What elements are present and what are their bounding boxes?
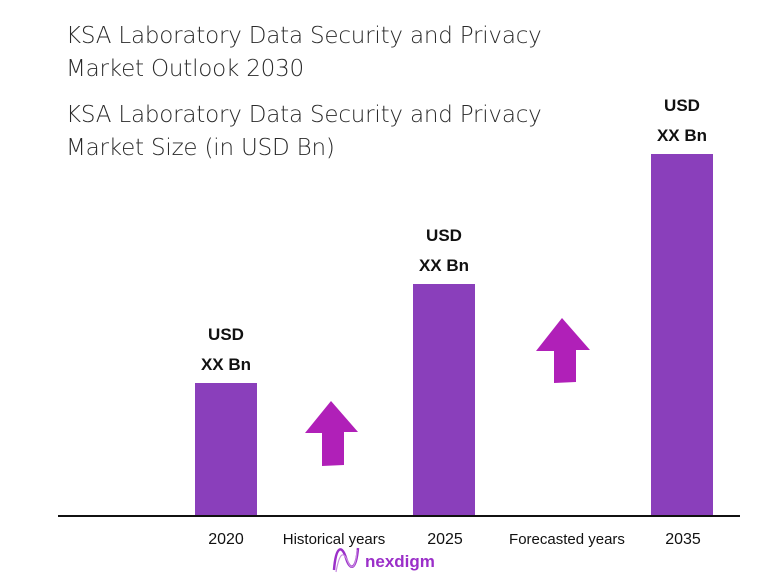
nexdigm-logo: nexdigm	[332, 547, 435, 573]
arrow-up-icon	[305, 401, 358, 466]
bar-2020	[195, 383, 257, 515]
chart-title: KSA Laboratory Data Security and Privacy…	[66, 23, 542, 82]
arrow-up-icon	[536, 318, 590, 383]
forecasted-years-label: Forecasted years	[509, 531, 625, 548]
x-tick-label: 2025	[427, 531, 463, 548]
x-tick-label: 2020	[208, 531, 244, 548]
data-label: USD	[208, 325, 244, 344]
data-label: USD	[426, 226, 462, 245]
bar-2035	[651, 154, 713, 515]
historical-years-label: Historical years	[283, 531, 386, 548]
data-label: XX Bn	[201, 355, 251, 374]
bar-2025	[413, 284, 475, 515]
data-label: USD	[664, 96, 700, 115]
data-label: XX Bn	[657, 126, 707, 145]
x-tick-label: 2035	[665, 531, 701, 548]
chart-subtitle: KSA Laboratory Data Security and Privacy…	[66, 102, 542, 161]
svg-text:nexdigm: nexdigm	[365, 552, 435, 571]
data-label: XX Bn	[419, 256, 469, 275]
